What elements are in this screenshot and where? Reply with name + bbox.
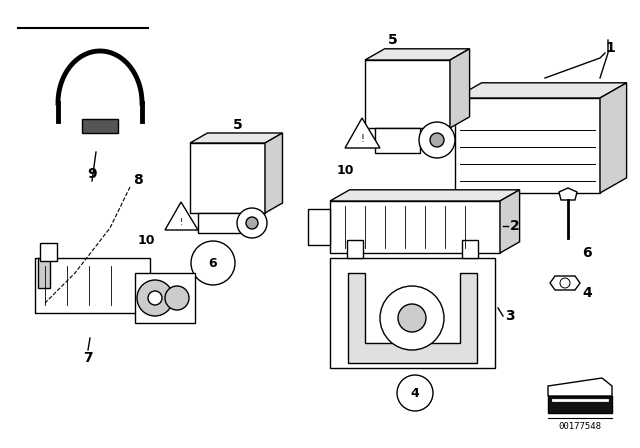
Text: 4: 4 [582, 286, 592, 300]
Text: 8: 8 [133, 173, 143, 187]
Polygon shape [600, 83, 627, 193]
Polygon shape [190, 133, 282, 143]
Text: 1: 1 [605, 41, 615, 55]
Polygon shape [375, 128, 420, 153]
Polygon shape [308, 209, 330, 245]
Polygon shape [330, 258, 495, 368]
Polygon shape [559, 188, 577, 200]
Text: 4: 4 [411, 387, 419, 400]
Polygon shape [455, 98, 600, 193]
Text: 6: 6 [582, 246, 591, 260]
Text: 2: 2 [510, 219, 520, 233]
Polygon shape [548, 378, 612, 396]
Circle shape [237, 208, 267, 238]
Text: 9: 9 [87, 167, 97, 181]
Polygon shape [348, 273, 477, 363]
Text: 10: 10 [336, 164, 354, 177]
Text: 7: 7 [83, 351, 93, 365]
Polygon shape [345, 118, 380, 148]
Text: 6: 6 [209, 257, 218, 270]
Polygon shape [135, 273, 195, 323]
Circle shape [165, 286, 189, 310]
Polygon shape [40, 243, 57, 261]
Polygon shape [500, 190, 520, 253]
Polygon shape [347, 240, 363, 258]
Polygon shape [35, 258, 150, 313]
Text: !: ! [179, 217, 182, 227]
Text: 5: 5 [233, 118, 243, 132]
Polygon shape [365, 60, 450, 128]
Polygon shape [165, 202, 198, 230]
Polygon shape [198, 213, 240, 233]
Circle shape [137, 280, 173, 316]
Polygon shape [330, 190, 520, 201]
Circle shape [430, 133, 444, 147]
Polygon shape [548, 396, 612, 413]
Polygon shape [265, 133, 282, 213]
Circle shape [419, 122, 455, 158]
Circle shape [397, 375, 433, 411]
Polygon shape [38, 258, 50, 288]
Polygon shape [365, 49, 470, 60]
Polygon shape [82, 119, 118, 133]
Polygon shape [190, 143, 265, 213]
Circle shape [560, 278, 570, 288]
Polygon shape [455, 83, 627, 98]
Text: !: ! [360, 134, 364, 144]
Circle shape [398, 304, 426, 332]
Circle shape [191, 241, 235, 285]
Polygon shape [330, 201, 500, 253]
Text: 5: 5 [388, 33, 398, 47]
Text: 00177548: 00177548 [559, 422, 602, 431]
Polygon shape [450, 49, 470, 128]
Circle shape [246, 217, 258, 229]
Circle shape [148, 291, 162, 305]
Circle shape [380, 286, 444, 350]
Text: 10: 10 [138, 233, 155, 246]
Polygon shape [462, 240, 478, 258]
Text: 3: 3 [505, 309, 515, 323]
Polygon shape [550, 276, 580, 290]
